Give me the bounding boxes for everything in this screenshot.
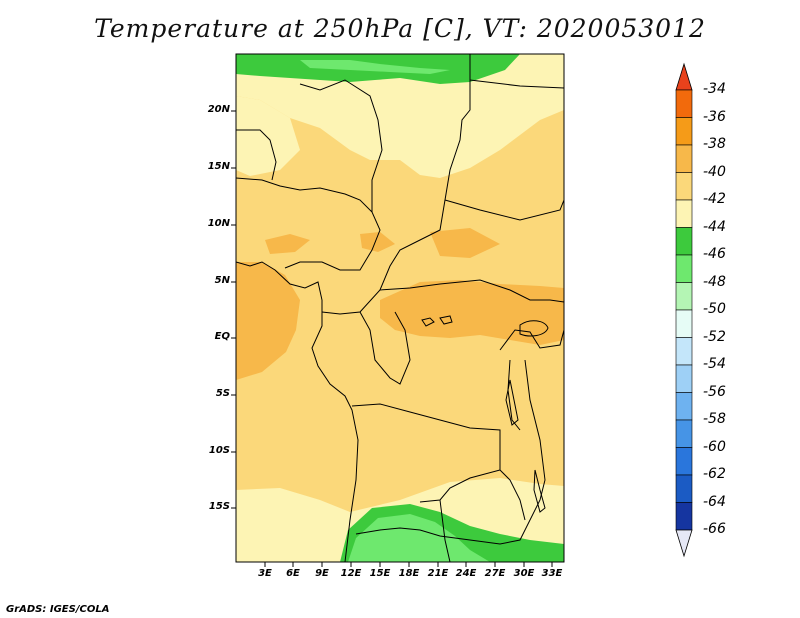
lat-label-20n: 20N: [207, 104, 230, 115]
axis-ticks: [231, 110, 553, 567]
colorbar-label-48: -48: [703, 274, 726, 290]
colorbar-swatch--54_-56: [675, 364, 693, 393]
map-frame: [235, 53, 565, 563]
colorbar-swatches: [675, 62, 693, 558]
lon-label-6e: 6E: [286, 568, 300, 579]
country-borders: [236, 54, 564, 562]
colorbar-label-66: -66: [703, 521, 726, 537]
colorbar-label-44: -44: [703, 219, 726, 235]
lon-label-27e: 27E: [484, 568, 506, 579]
colorbar-label-38: -38: [703, 136, 726, 152]
lat-label-10s: 10S: [208, 445, 230, 456]
colorbar-label-42: -42: [703, 191, 726, 207]
colorbar-label-64: -64: [703, 494, 726, 510]
colorbar-top-arrow: [675, 62, 693, 91]
shade-38-40-patches: [265, 228, 500, 258]
colorbar-label-50: -50: [703, 301, 726, 317]
colorbar-label-36: -36: [703, 109, 726, 125]
colorbar-swatch--52_-54: [675, 337, 693, 366]
colorbar-label-40: -40: [703, 164, 726, 180]
colorbar-swatch--48_-50: [675, 282, 693, 311]
colorbar: [675, 62, 693, 558]
temperature-field: [236, 54, 564, 562]
lon-label-30e: 30E: [513, 568, 535, 579]
colorbar-label-56: -56: [703, 384, 726, 400]
colorbar-swatch--38_-40: [675, 144, 693, 173]
lon-label-15e: 15E: [369, 568, 391, 579]
shade-38-40-central: [380, 280, 564, 345]
colorbar-swatch--64_-66: [675, 502, 693, 531]
lat-label-15s: 15S: [208, 501, 230, 512]
colorbar-swatch--44_-46: [675, 227, 693, 256]
chart-title: Temperature at 250hPa [C], VT: 202005301…: [94, 14, 706, 43]
colorbar-label-58: -58: [703, 411, 726, 427]
colorbar-swatch--50_-52: [675, 309, 693, 338]
shade-46-48-north: [300, 60, 450, 74]
shade-42-44-northwest: [236, 96, 300, 176]
colorbar-swatch--34_-36: [675, 89, 693, 118]
shade-38-40-west: [236, 262, 300, 380]
colorbar-swatch--46_-48: [675, 254, 693, 283]
colorbar-label-34: -34: [703, 81, 726, 97]
grads-credit: GrADS: IGES/COLA: [6, 604, 110, 615]
lon-label-12e: 12E: [340, 568, 362, 579]
colorbar-label-60: -60: [703, 439, 726, 455]
colorbar-swatch--56_-58: [675, 392, 693, 421]
shade-42-44-north: [236, 54, 564, 178]
shade-46-48-south: [348, 514, 490, 562]
lon-label-33e: 33E: [541, 568, 563, 579]
colorbar-swatch--62_-64: [675, 474, 693, 503]
lon-label-24e: 24E: [455, 568, 477, 579]
lat-label-5n: 5N: [214, 275, 230, 286]
lon-label-9e: 9E: [315, 568, 329, 579]
colorbar-bottom-arrow: [675, 529, 693, 558]
lat-label-15n: 15N: [207, 161, 230, 172]
colorbar-swatch--40_-42: [675, 172, 693, 201]
colorbar-swatch--42_-44: [675, 199, 693, 228]
lat-label-10n: 10N: [207, 218, 230, 229]
colorbar-label-62: -62: [703, 466, 726, 482]
colorbar-swatch--58_-60: [675, 419, 693, 448]
colorbar-swatch--60_-62: [675, 447, 693, 476]
lat-label-eq: EQ: [214, 331, 230, 342]
colorbar-label-46: -46: [703, 246, 726, 262]
lat-label-5s: 5S: [215, 388, 230, 399]
colorbar-label-52: -52: [703, 329, 726, 345]
lon-label-18e: 18E: [398, 568, 420, 579]
lon-label-21e: 21E: [427, 568, 449, 579]
colorbar-label-54: -54: [703, 356, 726, 372]
lon-label-3e: 3E: [258, 568, 272, 579]
colorbar-swatch--36_-38: [675, 117, 693, 146]
lakes: [421, 315, 549, 513]
